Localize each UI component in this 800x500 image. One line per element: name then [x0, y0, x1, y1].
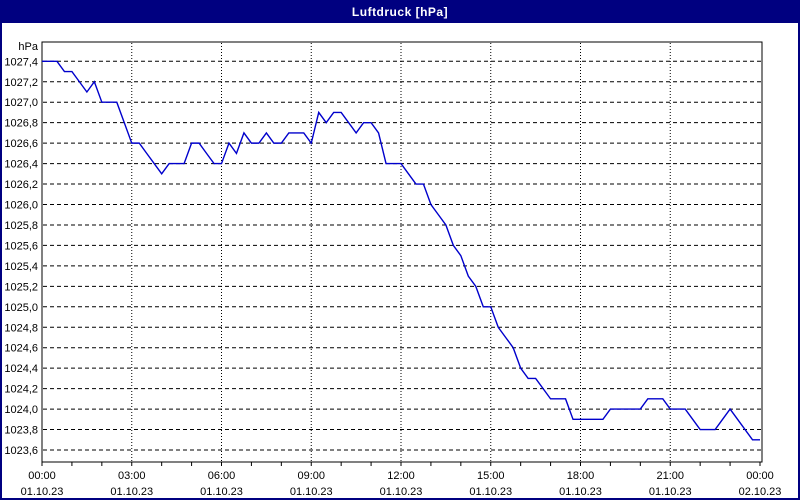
- x-tick-time-label: 03:00: [118, 470, 146, 482]
- x-tick-time-label: 00:00: [28, 470, 56, 482]
- y-tick-label: 1027,0: [4, 97, 38, 109]
- pressure-line-chart-svg: 1023,6 1023,8 1024,0 1024,2 1024,4 1024,6 1024…: [4, 41, 782, 498]
- y-tick-label: 1026,6: [4, 138, 38, 150]
- y-tick-label: 1026,4: [4, 159, 38, 171]
- y-tick-label: 1025,2: [4, 281, 38, 293]
- y-axis-unit-label: hPa: [18, 41, 38, 53]
- y-tick-label: 1026,2: [4, 179, 38, 191]
- y-tick-label: 1026,8: [4, 118, 38, 130]
- y-tick-label: 1025,0: [4, 302, 38, 314]
- y-tick-label: 1025,8: [4, 220, 38, 232]
- x-gridlines: [131, 43, 671, 461]
- y-tick-label: 1023,6: [4, 445, 38, 457]
- y-tick-label: 1024,2: [4, 384, 38, 396]
- window-titlebar: Luftdruck [hPa]: [2, 2, 798, 23]
- y-tick-label: 1026,0: [4, 200, 38, 212]
- x-tick-date-label: 01.10.23: [290, 486, 333, 498]
- x-tick-date-label: 01.10.23: [200, 486, 243, 498]
- x-tick-date-label: 01.10.23: [110, 486, 153, 498]
- x-axis-ticks: [41, 462, 761, 466]
- x-tick-date-label: 01.10.23: [649, 486, 692, 498]
- x-tick-date-label: 01.10.23: [469, 486, 512, 498]
- window-title: Luftdruck [hPa]: [351, 5, 449, 19]
- x-tick-time-label: 09:00: [297, 470, 325, 482]
- x-tick-time-label: 00:00: [746, 470, 774, 482]
- x-tick-date-label: 01.10.23: [21, 486, 64, 498]
- y-tick-label: 1024,6: [4, 343, 38, 355]
- y-tick-label: 1024,8: [4, 322, 38, 334]
- plot-border: [41, 41, 763, 463]
- y-tick-label: 1023,8: [4, 425, 38, 437]
- y-tick-label: 1027,4: [4, 56, 38, 68]
- y-tick-label: 1025,4: [4, 261, 38, 273]
- y-tick-label: 1024,0: [4, 404, 38, 416]
- x-tick-time-label: 21:00: [656, 470, 684, 482]
- y-tick-label: 1027,2: [4, 77, 38, 89]
- pressure-series-line: [42, 60, 760, 441]
- y-tick-label: 1024,4: [4, 363, 38, 375]
- x-tick-time-label: 18:00: [567, 470, 595, 482]
- x-tick-date-label: 01.10.23: [559, 486, 602, 498]
- y-tick-label: 1025,6: [4, 240, 38, 252]
- y-tick-labels: 1023,6 1023,8 1024,0 1024,2 1024,4 1024,6 1024…: [4, 41, 39, 457]
- y-gridlines: [43, 60, 762, 451]
- x-tick-time-label: 06:00: [208, 470, 236, 482]
- x-tick-time-label: 15:00: [477, 470, 505, 482]
- pressure-chart: 1023,6 1023,8 1024,0 1024,2 1024,4 1024,6 1024…: [2, 23, 798, 498]
- x-tick-time-label: 12:00: [387, 470, 415, 482]
- x-tick-date-label: 02.10.23: [739, 486, 782, 498]
- x-tick-labels: 00:00 01.10.23 03:00 01.10.23 06:00 01.10.23 0…: [21, 470, 782, 498]
- x-tick-date-label: 01.10.23: [380, 486, 423, 498]
